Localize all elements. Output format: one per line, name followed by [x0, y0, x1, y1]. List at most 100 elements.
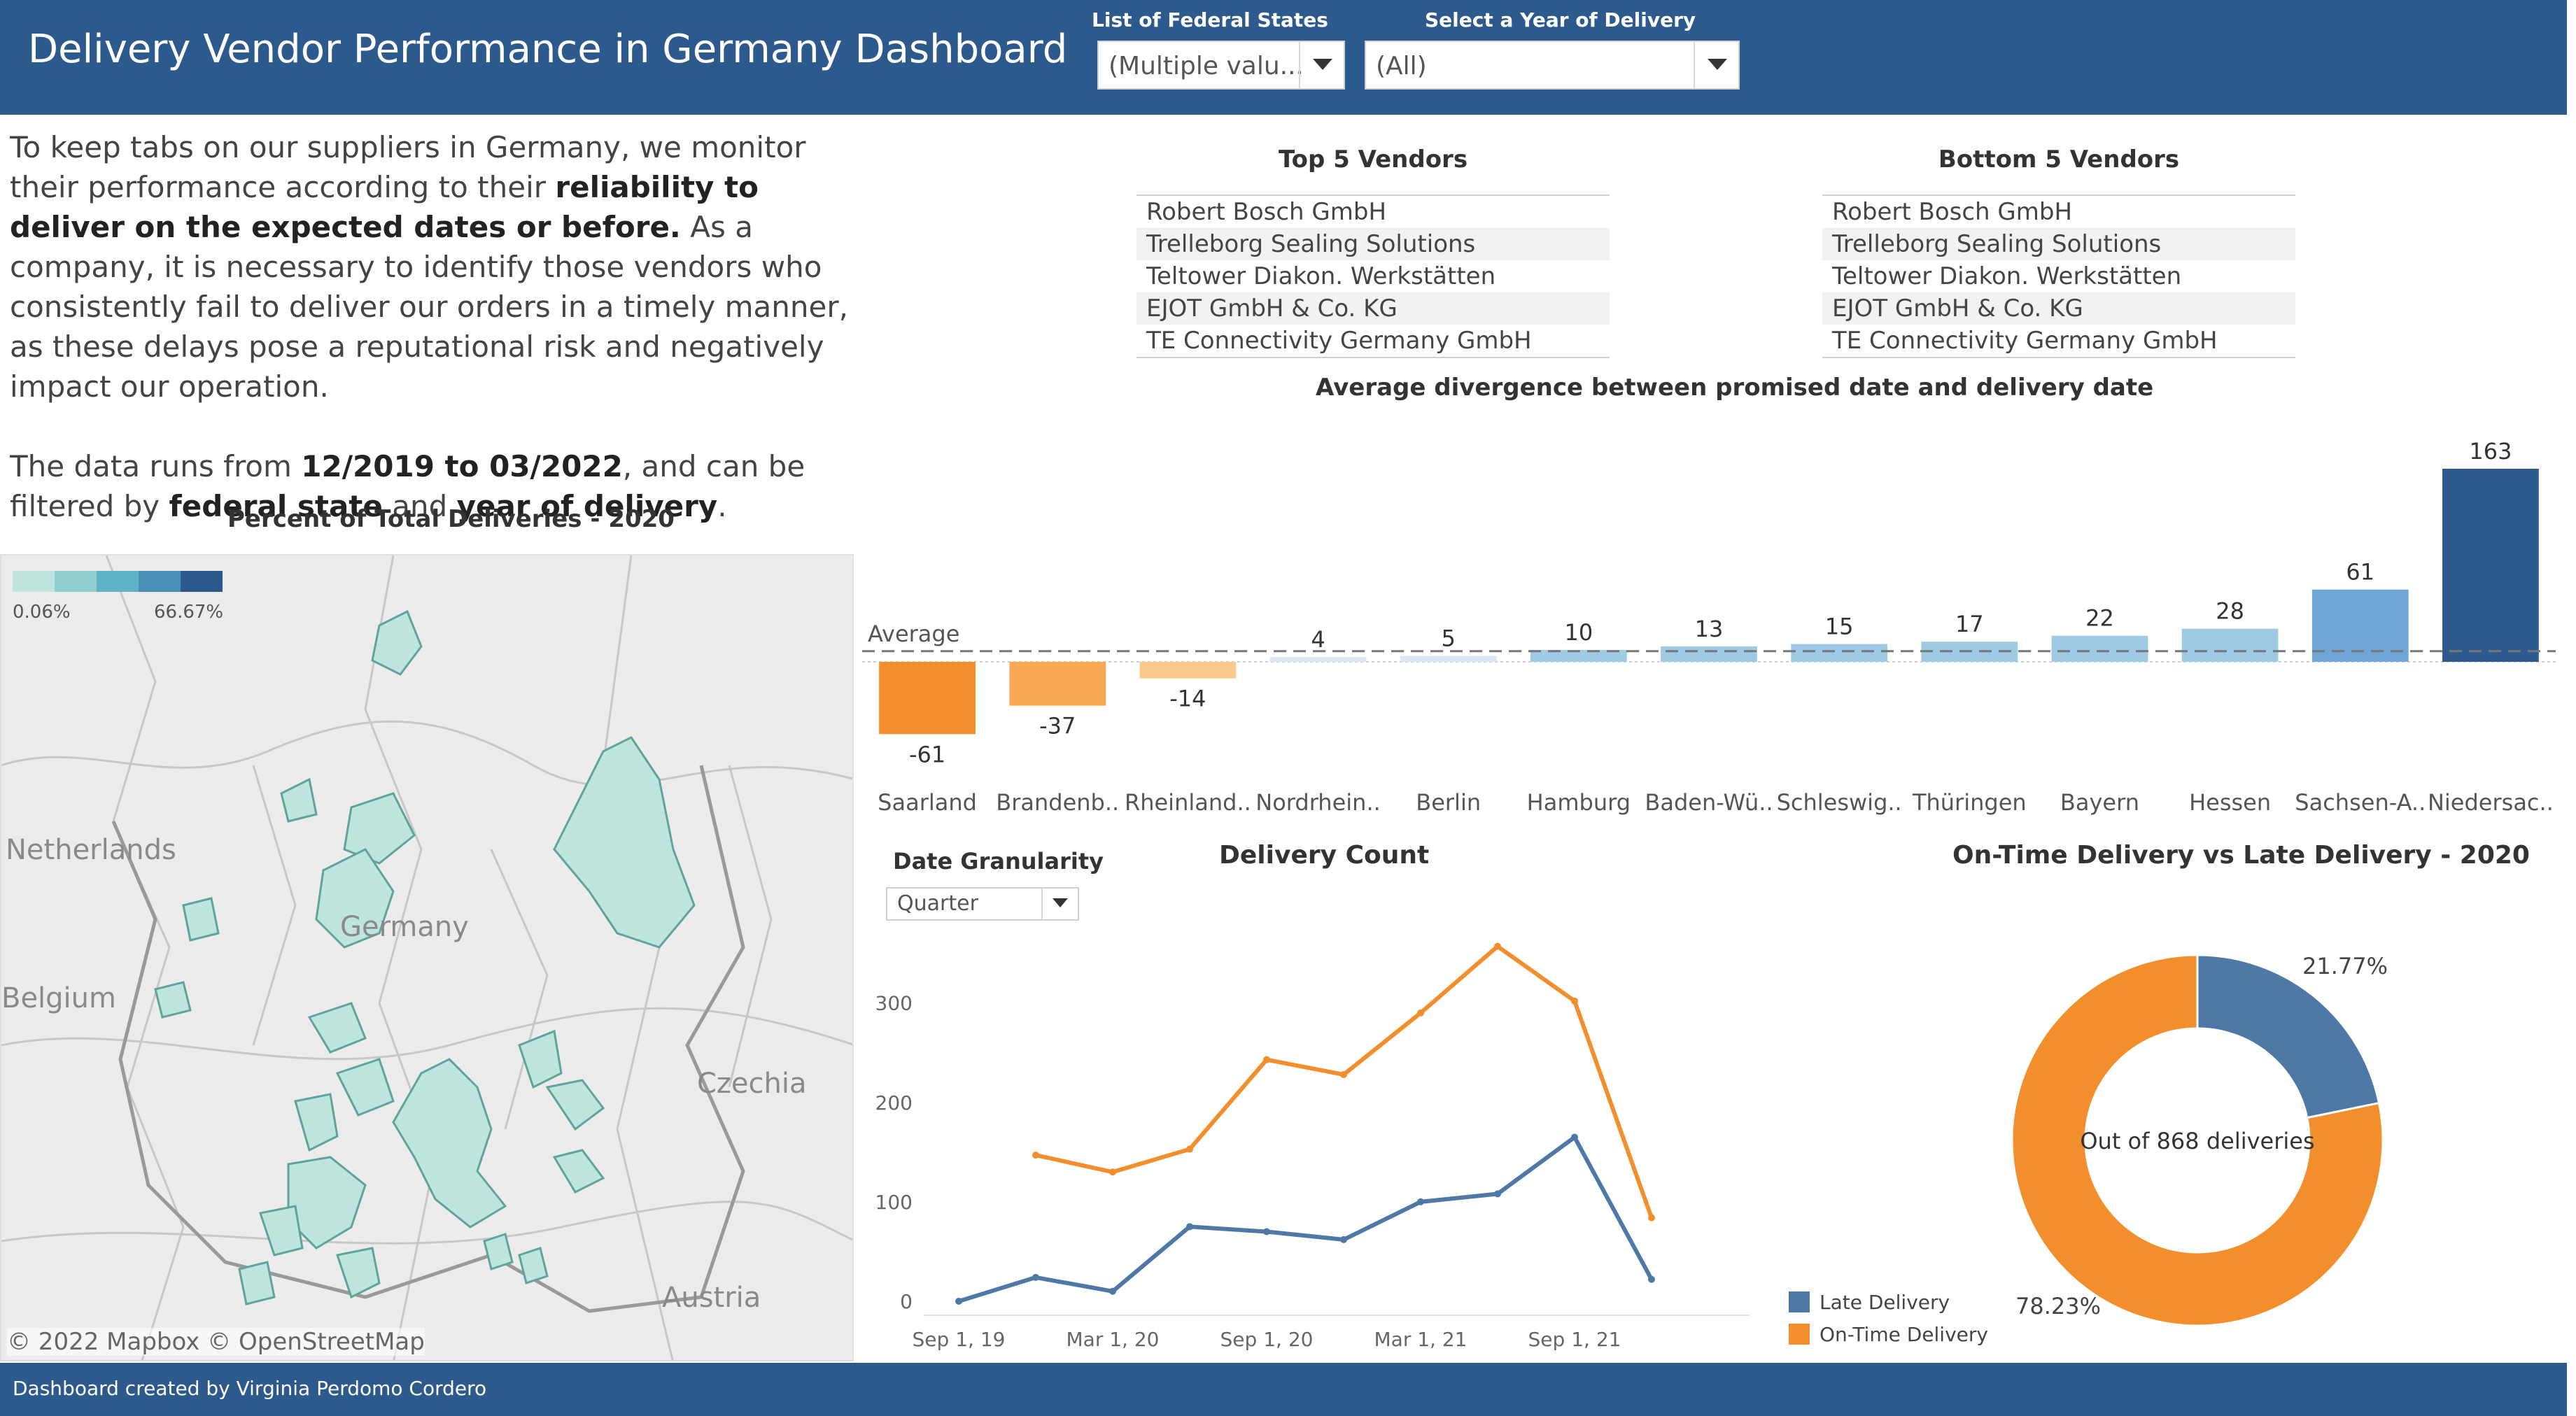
line-point[interactable]	[1648, 1275, 1655, 1283]
bar-chart-title: Average divergence between promised date…	[1316, 374, 2154, 402]
bar-rheinland[interactable]	[1139, 662, 1237, 679]
map-label-czechia: Czechia	[697, 1068, 807, 1100]
bar-sachsena[interactable]	[2311, 589, 2409, 662]
germany-map[interactable]: 0.06% 66.67% Netherlands Germany Belgium…	[0, 554, 854, 1361]
on-time-vs-late-donut-chart: 21.77% 78.23% Out of 868 deliveries	[2011, 953, 2388, 1327]
line-series-on-time[interactable]	[1035, 944, 1654, 1219]
bar-value-label: 13	[1695, 616, 1724, 642]
dashboard-header: Delivery Vendor Performance in Germany D…	[0, 0, 2567, 115]
list-item[interactable]: Trelleborg Sealing Solutions	[1136, 228, 1610, 260]
bar-bayern[interactable]	[2051, 635, 2148, 662]
bar-category-label: Sachsen-A..	[2295, 789, 2426, 816]
year-filter-dropdown[interactable]: (All)	[1365, 41, 1740, 90]
y-tick-label: 0	[900, 1290, 913, 1313]
delivery-count-line-chart: 0 100 200 300 Sep 1, 19 Mar 1, 20 Sep 1, 20 Mar…	[875, 942, 1750, 1351]
legend-swatch	[97, 571, 139, 592]
bar-category-label: Hessen	[2189, 789, 2271, 816]
line-point[interactable]	[1340, 1071, 1347, 1078]
legend-item-late[interactable]: Late Delivery	[1789, 1286, 1988, 1318]
line-point[interactable]	[1494, 1190, 1501, 1198]
line-point[interactable]	[1186, 1223, 1193, 1231]
map-label-belgium: Belgium	[1, 982, 116, 1014]
bar-hamburg[interactable]	[1530, 650, 1627, 662]
bar-category-label: Rheinland..	[1125, 789, 1251, 816]
date-granularity-label: Date Granularity	[893, 848, 1104, 875]
bar-saarland[interactable]	[879, 662, 976, 735]
average-reference-label: Average	[868, 621, 959, 647]
list-item[interactable]: Teltower Diakon. Werkstätten	[1832, 262, 2182, 290]
intro-paragraph-2: The data runs from 12/2019 to 03/2022, a…	[10, 449, 805, 523]
legend-label-late: Late Delivery	[1820, 1290, 1950, 1314]
line-chart-title: Delivery Count	[1219, 841, 1430, 870]
bar-brandenb[interactable]	[1009, 662, 1106, 706]
line-point[interactable]	[1032, 1273, 1039, 1281]
bar-category-label: Saarland	[878, 789, 977, 816]
chevron-down-icon[interactable]	[1694, 42, 1738, 88]
line-point[interactable]	[1417, 1198, 1424, 1205]
map-label-austria: Austria	[662, 1282, 761, 1314]
line-point[interactable]	[1648, 1214, 1655, 1222]
line-point[interactable]	[1571, 1133, 1578, 1141]
bar-category-label: Berlin	[1416, 789, 1481, 816]
line-point[interactable]	[1417, 1009, 1424, 1017]
bar-niedersac[interactable]	[2442, 469, 2539, 662]
line-point[interactable]	[1263, 1228, 1270, 1236]
line-point[interactable]	[1340, 1236, 1347, 1243]
list-item[interactable]: Robert Bosch GmbH	[1832, 198, 2073, 226]
bar-value-label: 4	[1311, 626, 1325, 653]
legend-swatch	[181, 571, 223, 592]
x-tick-label: Mar 1, 21	[1374, 1328, 1468, 1351]
bar-value-label: 10	[1564, 619, 1593, 646]
bar-schleswig[interactable]	[1791, 644, 1888, 662]
bar-value-label: 61	[2346, 559, 2374, 586]
chevron-down-icon[interactable]	[1299, 42, 1344, 88]
x-tick-label: Mar 1, 20	[1067, 1328, 1160, 1351]
line-point[interactable]	[1109, 1287, 1116, 1295]
line-point[interactable]	[1263, 1056, 1270, 1063]
list-item[interactable]: Trelleborg Sealing Solutions	[1822, 228, 2295, 260]
bar-hessen[interactable]	[2181, 628, 2279, 662]
x-tick-label: Sep 1, 21	[1528, 1328, 1621, 1351]
list-item[interactable]: Teltower Diakon. Werkstätten	[1146, 262, 1496, 290]
line-point[interactable]	[1032, 1152, 1039, 1159]
line-point[interactable]	[1186, 1145, 1193, 1153]
intro-text: To keep tabs on our suppliers in Germany…	[10, 127, 864, 526]
top-vendors-list: Robert Bosch GmbH Trelleborg Sealing Sol…	[1136, 194, 1610, 358]
list-item[interactable]: TE Connectivity Germany GmbH	[1146, 327, 1532, 355]
divergence-bar-chart: -61 Saarland -37 Brandenb.. -14 Rheinland.. 4 N…	[862, 438, 2556, 816]
line-point[interactable]	[955, 1298, 962, 1305]
legend-item-on-time[interactable]: On-Time Delivery	[1789, 1318, 1988, 1350]
list-item[interactable]: EJOT GmbH & Co. KG	[1822, 292, 2295, 325]
bar-category-label: Bayern	[2060, 789, 2139, 816]
bar-berlin[interactable]	[1400, 656, 1497, 662]
donut-slice-late[interactable]	[2196, 954, 2381, 1119]
x-tick-label: Sep 1, 19	[913, 1328, 1006, 1351]
bar-nordrhein[interactable]	[1269, 657, 1367, 662]
dashboard-footer: Dashboard created by Virginia Perdomo Co…	[0, 1363, 2567, 1416]
bar-value-label: 163	[2469, 438, 2512, 465]
map-base	[1, 555, 852, 1360]
line-series-late[interactable]	[958, 1135, 1654, 1303]
line-point[interactable]	[1571, 997, 1578, 1005]
bottom-vendors-list: Robert Bosch GmbH Trelleborg Sealing Sol…	[1822, 194, 2295, 358]
bar-value-label: -37	[1039, 713, 1076, 739]
legend-swatch-late	[1789, 1291, 1810, 1312]
bar-category-label: Niedersac..	[2428, 789, 2554, 816]
donut-slice-on-time[interactable]	[2011, 954, 2384, 1327]
y-tick-label: 200	[875, 1091, 913, 1114]
chevron-down-icon[interactable]	[1041, 888, 1078, 919]
donut-center-label: Out of 868 deliveries	[2080, 1128, 2314, 1154]
line-point[interactable]	[1109, 1168, 1116, 1176]
list-item[interactable]: TE Connectivity Germany GmbH	[1832, 327, 2218, 355]
line-point[interactable]	[1494, 942, 1501, 950]
bar-badenw[interactable]	[1661, 646, 1757, 662]
y-tick-label: 100	[875, 1191, 913, 1214]
bar-category-label: Baden-Wü..	[1645, 789, 1773, 816]
list-item[interactable]: Robert Bosch GmbH	[1146, 198, 1387, 226]
date-granularity-dropdown[interactable]: Quarter	[886, 887, 1079, 921]
map-credit[interactable]: © 2022 Mapbox © OpenStreetMap	[7, 1328, 425, 1356]
legend-swatch	[139, 571, 181, 592]
states-filter-dropdown[interactable]: (Multiple valu...	[1097, 41, 1345, 90]
list-item[interactable]: EJOT GmbH & Co. KG	[1136, 292, 1610, 325]
bar-category-label: Hamburg	[1527, 789, 1631, 816]
